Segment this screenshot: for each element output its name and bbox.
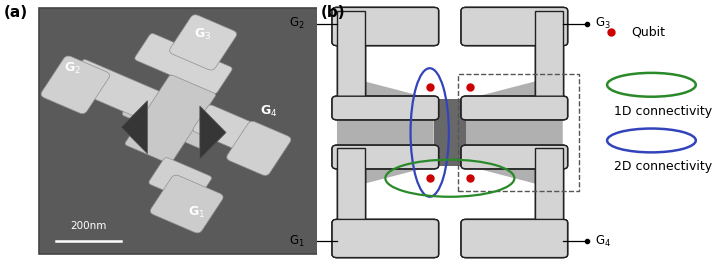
Bar bbox=[534, 148, 563, 254]
Bar bbox=[40, 8, 318, 254]
Text: G$_1$: G$_1$ bbox=[289, 234, 305, 249]
FancyBboxPatch shape bbox=[332, 145, 438, 169]
FancyBboxPatch shape bbox=[193, 105, 279, 160]
Bar bbox=[337, 11, 365, 117]
Text: G$_4$: G$_4$ bbox=[595, 234, 611, 249]
FancyBboxPatch shape bbox=[332, 7, 438, 46]
FancyBboxPatch shape bbox=[332, 145, 438, 169]
FancyBboxPatch shape bbox=[332, 96, 438, 120]
Text: G$_3$: G$_3$ bbox=[194, 27, 212, 42]
Polygon shape bbox=[337, 74, 433, 191]
Bar bbox=[534, 148, 563, 254]
FancyBboxPatch shape bbox=[332, 219, 438, 258]
FancyBboxPatch shape bbox=[332, 7, 438, 46]
FancyBboxPatch shape bbox=[332, 145, 438, 169]
Bar bbox=[433, 99, 466, 166]
Text: G$_2$: G$_2$ bbox=[63, 61, 81, 76]
FancyBboxPatch shape bbox=[150, 175, 223, 233]
FancyBboxPatch shape bbox=[461, 7, 567, 46]
Bar bbox=[458, 74, 579, 191]
Bar bbox=[337, 11, 365, 117]
FancyBboxPatch shape bbox=[332, 96, 438, 120]
Text: G$_4$: G$_4$ bbox=[260, 104, 277, 119]
Polygon shape bbox=[121, 101, 148, 154]
FancyBboxPatch shape bbox=[332, 219, 438, 258]
Text: 200nm: 200nm bbox=[71, 220, 107, 231]
FancyBboxPatch shape bbox=[461, 219, 567, 258]
Text: (a): (a) bbox=[4, 5, 27, 20]
FancyBboxPatch shape bbox=[461, 7, 567, 46]
FancyBboxPatch shape bbox=[41, 56, 109, 114]
Text: 2D connectivity: 2D connectivity bbox=[614, 160, 712, 174]
Bar bbox=[337, 148, 365, 254]
Text: 1D connectivity: 1D connectivity bbox=[614, 105, 712, 118]
FancyBboxPatch shape bbox=[461, 145, 567, 169]
FancyBboxPatch shape bbox=[461, 96, 567, 120]
Polygon shape bbox=[433, 99, 466, 166]
Polygon shape bbox=[200, 106, 226, 159]
Text: G$_1$: G$_1$ bbox=[188, 205, 205, 219]
FancyBboxPatch shape bbox=[122, 90, 218, 149]
FancyBboxPatch shape bbox=[66, 60, 176, 126]
FancyBboxPatch shape bbox=[461, 96, 567, 120]
Text: G$_2$: G$_2$ bbox=[289, 16, 305, 31]
FancyBboxPatch shape bbox=[461, 7, 567, 46]
FancyBboxPatch shape bbox=[461, 219, 567, 258]
FancyBboxPatch shape bbox=[332, 7, 438, 46]
FancyBboxPatch shape bbox=[332, 96, 438, 120]
FancyBboxPatch shape bbox=[461, 219, 567, 258]
Bar bbox=[337, 11, 365, 117]
Bar bbox=[534, 11, 563, 117]
Polygon shape bbox=[466, 74, 563, 191]
FancyBboxPatch shape bbox=[461, 96, 567, 120]
Bar bbox=[337, 148, 365, 254]
FancyBboxPatch shape bbox=[135, 34, 232, 94]
FancyBboxPatch shape bbox=[332, 219, 438, 258]
FancyBboxPatch shape bbox=[461, 145, 567, 169]
Bar bbox=[534, 11, 563, 117]
FancyBboxPatch shape bbox=[170, 15, 237, 70]
FancyBboxPatch shape bbox=[461, 145, 567, 169]
FancyBboxPatch shape bbox=[149, 158, 212, 203]
FancyBboxPatch shape bbox=[227, 121, 291, 175]
Text: Qubit: Qubit bbox=[631, 25, 665, 38]
Bar bbox=[534, 11, 563, 117]
Text: (b): (b) bbox=[321, 5, 346, 20]
FancyBboxPatch shape bbox=[125, 75, 215, 164]
Bar bbox=[534, 148, 563, 254]
Bar bbox=[337, 148, 365, 254]
Text: G$_3$: G$_3$ bbox=[595, 16, 611, 31]
